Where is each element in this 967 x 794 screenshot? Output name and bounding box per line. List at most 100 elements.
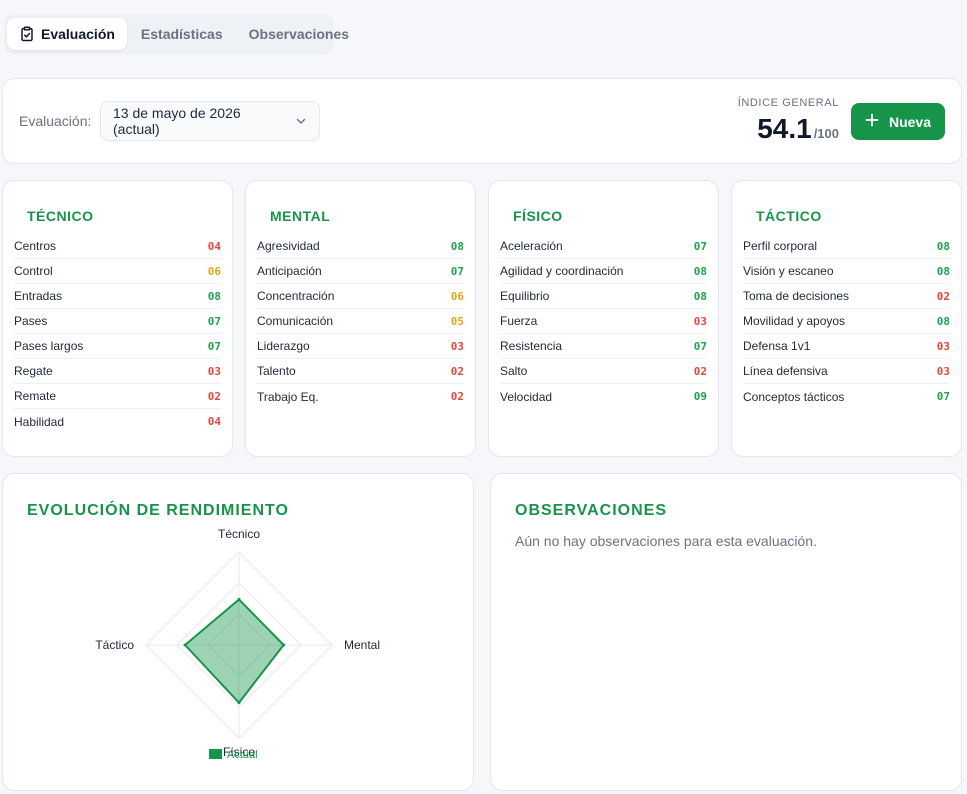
attribute-score: 02 <box>936 289 950 303</box>
attribute-label: Anticipación <box>257 264 322 278</box>
attribute-label: Control <box>14 264 53 278</box>
attribute-score: 08 <box>450 239 464 253</box>
date-select-value: 13 de mayo de 2026 (actual) <box>113 105 241 137</box>
attribute-label: Salto <box>500 364 528 378</box>
attribute-score: 08 <box>936 314 950 328</box>
attribute-row: Resistencia 07 <box>500 334 707 359</box>
attribute-list: Agresividad 08 Anticipación 07 Concentración… <box>257 234 464 409</box>
attribute-row: Centros 04 <box>14 234 221 259</box>
attribute-row: Talento 02 <box>257 359 464 384</box>
attribute-row: Entradas 08 <box>14 284 221 309</box>
attribute-row: Habilidad 04 <box>14 409 221 434</box>
attribute-list: Aceleración 07 Agilidad y coordinación 08 Eq… <box>500 234 707 409</box>
radar-series-area <box>183 598 285 705</box>
attribute-label: Equilibrio <box>500 289 550 303</box>
attribute-score: 07 <box>693 239 707 253</box>
attribute-row: Línea defensiva 03 <box>743 359 950 384</box>
attribute-row: Liderazgo 03 <box>257 334 464 359</box>
evaluation-header: Evaluación: 13 de mayo de 2026 (actual) … <box>2 78 962 164</box>
radar-point <box>183 643 187 647</box>
tab-evaluacion[interactable]: Evaluación <box>7 18 127 50</box>
observations-empty-message: Aún no hay observaciones para esta evalu… <box>515 533 817 549</box>
category-card-tactico: TÁCTICO Perfil corporal 08 Visión y escane… <box>731 180 962 457</box>
attribute-row: Agresividad 08 <box>257 234 464 259</box>
attribute-label: Línea defensiva <box>743 364 828 378</box>
category-title: TÉCNICO <box>27 208 94 224</box>
attribute-score: 06 <box>450 289 464 303</box>
attribute-score: 05 <box>450 314 464 328</box>
tab-bar: Evaluación Estadísticas Observaciones <box>4 14 349 54</box>
category-card-fisico: FÍSICO Aceleración 07 Agilidad y coordinac… <box>488 180 719 457</box>
attribute-score: 02 <box>207 389 221 403</box>
attribute-label: Habilidad <box>14 414 65 429</box>
evaluation-label: Evaluación: <box>19 113 92 129</box>
performance-evolution-card: EVOLUCIÓN DE RENDIMIENTO Técnico Mental Fí… <box>2 473 474 791</box>
attribute-score: 07 <box>936 390 950 403</box>
attribute-score: 03 <box>207 364 221 378</box>
attribute-label: Pases largos <box>14 339 84 353</box>
attribute-score: 08 <box>936 239 950 253</box>
attribute-row: Regate 03 <box>14 359 221 384</box>
radar-axis-label: Mental <box>344 638 380 652</box>
tab-observaciones[interactable]: Observaciones <box>237 18 361 50</box>
attribute-row: Movilidad y apoyos 08 <box>743 309 950 334</box>
attribute-label: Fuerza <box>500 314 538 328</box>
attribute-label: Talento <box>257 364 296 378</box>
attribute-label: Aceleración <box>500 239 563 253</box>
attribute-row: Fuerza 03 <box>500 309 707 334</box>
category-card-mental: MENTAL Agresividad 08 Anticipación 07 Concen… <box>245 180 476 457</box>
clipboard-check-icon <box>19 26 35 42</box>
attribute-label: Pases <box>14 314 48 328</box>
evaluation-date-select[interactable]: 13 de mayo de 2026 (actual) <box>100 101 320 141</box>
radar-axis-label: Táctico <box>95 638 134 652</box>
attribute-label: Trabajo Eq. <box>257 389 319 404</box>
attribute-score: 03 <box>450 339 464 353</box>
radar-axis-label: Técnico <box>218 527 260 541</box>
overall-index-label: ÍNDICE GENERAL <box>737 97 839 109</box>
attribute-label: Movilidad y apoyos <box>743 314 846 328</box>
attribute-row: Trabajo Eq. 02 <box>257 384 464 409</box>
observations-title: OBSERVACIONES <box>515 502 667 519</box>
attribute-score: 08 <box>693 289 707 303</box>
evolution-title: EVOLUCIÓN DE RENDIMIENTO <box>27 502 289 519</box>
category-card-tecnico: TÉCNICO Centros 04 Control 06 Entradas 08 Pase… <box>2 180 233 457</box>
attribute-row: Pases 07 <box>14 309 221 334</box>
legend-swatch <box>209 749 222 759</box>
attribute-label: Centros <box>14 239 57 253</box>
attribute-row: Agilidad y coordinación 08 <box>500 259 707 284</box>
attribute-score: 03 <box>693 314 707 328</box>
tab-label: Estadísticas <box>140 26 223 42</box>
attribute-label: Liderazgo <box>257 339 310 353</box>
radar-axis-label: Físico <box>223 745 255 759</box>
tab-estadisticas[interactable]: Estadísticas <box>129 18 235 50</box>
attribute-label: Perfil corporal <box>743 239 818 253</box>
attribute-score: 07 <box>450 264 464 278</box>
attribute-score: 08 <box>693 264 707 278</box>
category-title: TÁCTICO <box>756 208 822 224</box>
radar-point <box>282 643 286 647</box>
tab-label: Evaluación <box>41 26 115 42</box>
legend-label: Actual <box>227 749 258 761</box>
new-evaluation-button[interactable]: Nueva <box>851 103 945 140</box>
overall-index-value: 54.1 <box>757 113 812 144</box>
attribute-row: Equilibrio 08 <box>500 284 707 309</box>
attribute-score: 06 <box>207 264 221 278</box>
tab-label: Observaciones <box>248 26 350 42</box>
attribute-label: Velocidad <box>500 389 553 404</box>
chevron-down-icon <box>295 115 307 127</box>
attribute-label: Regate <box>14 364 53 378</box>
attribute-label: Comunicación <box>257 314 334 328</box>
attribute-label: Resistencia <box>500 339 563 353</box>
attribute-score: 08 <box>207 289 221 303</box>
attribute-label: Conceptos tácticos <box>743 389 845 404</box>
attribute-score: 07 <box>207 339 221 353</box>
attribute-label: Visión y escaneo <box>743 264 834 278</box>
attribute-label: Agresividad <box>257 239 320 253</box>
category-title: FÍSICO <box>513 208 563 224</box>
attribute-score: 07 <box>207 314 221 328</box>
attribute-score: 04 <box>207 239 221 253</box>
observations-card: OBSERVACIONES Aún no hay observaciones p… <box>490 473 962 791</box>
attribute-score: 02 <box>450 390 464 403</box>
attribute-row: Visión y escaneo 08 <box>743 259 950 284</box>
attribute-score: 02 <box>693 364 707 378</box>
